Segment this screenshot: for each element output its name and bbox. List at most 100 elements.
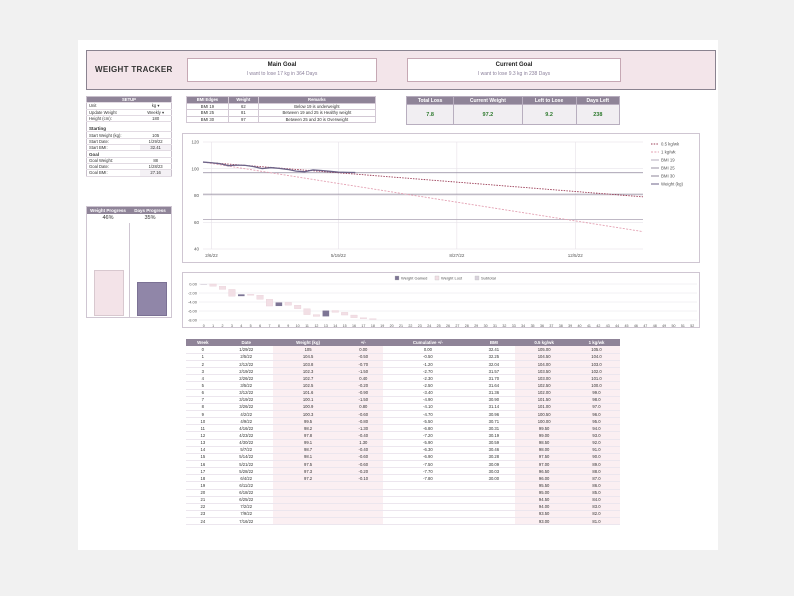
x-tick-label: 37 [549,324,553,328]
table-cell: -0.60 [343,410,384,419]
table-cell[interactable]: 1/29/22 [219,346,273,354]
table-cell: -0.90 [343,389,384,397]
table-cell[interactable]: 100.9 [272,403,344,411]
table-cell [343,496,384,504]
table-cell: 13 [186,439,220,447]
table-cell[interactable]: 5/28/22 [219,467,273,476]
table-cell: 11 [186,424,220,433]
table-cell[interactable]: 4/23/22 [219,431,273,440]
main-goal-box[interactable]: Main Goal I want to lose 17 kg in 364 Da… [187,58,377,82]
table-cell[interactable]: 97.5 [272,460,344,469]
table-cell[interactable] [272,503,344,511]
table-cell[interactable]: 98.7 [272,446,344,454]
table-cell[interactable]: 97.2 [272,474,344,483]
goal-date-input[interactable]: 1/28/23 [140,163,172,171]
table-cell[interactable]: 98.2 [272,424,344,433]
stat-value: 7.8 [405,104,455,125]
start-bmi-value: 32.41 [140,144,172,152]
table-cell[interactable]: 6/25/22 [219,496,273,504]
table-cell[interactable]: 100.1 [272,396,344,404]
table-cell[interactable]: 2/12/22 [219,360,273,369]
height-input[interactable]: 180 [140,115,172,123]
start-weight-label: Start Weight (kg): [86,131,141,139]
start-date-input[interactable]: 1/29/22 [140,138,172,146]
table-cell[interactable] [272,517,344,526]
unit-select[interactable]: kg ▾ [140,102,172,110]
table-cell[interactable]: 102.7 [272,374,344,383]
log-header-cell: Date [219,339,273,347]
table-cell: -1.50 [343,367,384,376]
table-cell: 85.0 [573,489,620,497]
table-cell[interactable]: 7/9/22 [219,510,273,519]
table-cell[interactable]: 4/2/22 [219,410,273,419]
current-goal-title: Current Goal [495,62,533,68]
table-cell [383,503,473,511]
table-cell[interactable]: 2/19/22 [219,367,273,376]
bmi-cell: 97 [227,115,259,123]
x-tick-label: 33 [512,324,516,328]
table-cell[interactable]: 103.8 [272,360,344,369]
table-cell[interactable]: 97.8 [272,431,344,440]
table-cell[interactable]: 102.5 [272,381,344,390]
legend-label: BMI 25 [661,166,675,171]
table-cell[interactable]: 3/5/22 [219,381,273,390]
table-cell[interactable]: 101.6 [272,389,344,397]
table-cell[interactable]: 2/26/22 [219,374,273,383]
days-progress-pct: 35% [144,215,156,221]
weight-line-chart: 120 100 80 60 40 2/6/22 5/19/22 8/27/22 12/5/22 0… [182,133,700,263]
start-weight-input[interactable]: 105 [140,131,172,139]
table-cell[interactable] [272,489,344,497]
table-cell[interactable]: 100.3 [272,410,344,419]
x-tick-label: 20 [390,324,394,328]
table-cell: 99.0 [573,389,620,397]
table-cell[interactable]: 3/26/22 [219,403,273,411]
table-row: 9 4/2/22 100.3 -0.60 -4.70 30.96 100.50 96.0 [186,410,620,419]
table-cell[interactable]: 4/9/22 [219,417,273,426]
table-cell[interactable]: 3/12/22 [219,389,273,397]
table-cell: 91.0 [573,446,620,454]
table-cell[interactable]: 104.5 [272,353,344,361]
x-tick-label: 36 [540,324,544,328]
table-cell[interactable]: 6/18/22 [219,489,273,497]
table-cell[interactable]: 5/21/22 [219,460,273,469]
table-cell[interactable]: 6/4/22 [219,474,273,483]
table-cell[interactable] [272,510,344,519]
table-cell: 1 [186,353,220,361]
x-tick-label: 50 [672,324,676,328]
current-goal-box[interactable]: Current Goal I want to lose 9.3 kg in 23… [407,58,621,82]
y-tick-label: 60 [194,220,200,225]
table-cell[interactable]: 4/16/22 [219,424,273,433]
table-cell[interactable]: 6/11/22 [219,481,273,490]
table-cell[interactable] [272,481,344,490]
table-cell[interactable]: 99.5 [272,417,344,426]
x-tick-label: 3 [231,324,233,328]
table-cell[interactable]: 105 [272,346,344,354]
legend-label: 1 kg/wk [661,150,676,155]
table-cell[interactable]: 97.3 [272,467,344,476]
table-cell: 83.0 [573,503,620,511]
table-cell[interactable]: 2/5/22 [219,353,273,361]
weight-log-table: Week Date Weight (kg) +/- Cumulative +/- BMI 0… [186,339,620,526]
x-tick-label: 52 [690,324,694,328]
series-line-1-kg-wk [202,161,644,233]
table-cell[interactable]: 5/14/22 [219,453,273,461]
table-cell[interactable] [272,496,344,504]
table-cell[interactable]: 7/2/22 [219,503,273,511]
table-cell[interactable]: 99.1 [272,439,344,447]
x-tick-label: 19 [380,324,384,328]
bmi-row: BMI 25 81 Between 19 and 25 is Healthy wei… [186,109,377,117]
table-cell[interactable]: 5/7/22 [219,446,273,454]
table-cell[interactable]: 4/30/22 [219,439,273,447]
table-cell: -5.50 [383,417,473,426]
table-cell[interactable]: 102.3 [272,367,344,376]
table-cell[interactable]: 3/19/22 [219,396,273,404]
table-cell[interactable]: 98.1 [272,453,344,461]
days-progress-bar [137,281,167,316]
table-cell[interactable]: 7/16/22 [219,517,273,526]
progress-panel: Weight Progress Days Progress 46% 35% [86,206,172,318]
table-cell: 84.0 [573,496,620,504]
waterfall-bar [341,312,349,316]
update-weight-select[interactable]: Weekly ▾ [140,109,172,116]
x-tick-label: 32 [502,324,506,328]
goal-weight-input[interactable]: 88 [140,157,172,164]
